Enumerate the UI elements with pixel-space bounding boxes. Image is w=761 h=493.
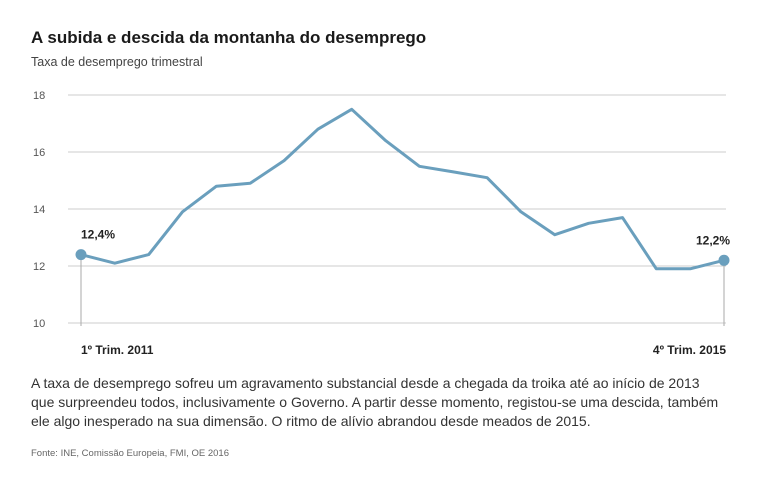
chart-subtitle: Taxa de desemprego trimestral: [31, 55, 203, 69]
x-start-label: 1º Trim. 2011: [81, 343, 154, 357]
source-note: Fonte: INE, Comissão Europeia, FMI, OE 2…: [31, 448, 230, 459]
y-tick-label-10: 10: [33, 318, 45, 330]
x-end-label: 4º Trim. 2015: [653, 343, 726, 357]
annotated-point-0: [75, 249, 87, 261]
y-tick-label-16: 16: [33, 147, 45, 159]
y-tick-label-18: 18: [33, 90, 45, 102]
chart-description: A taxa de desemprego sofreu um agravamen…: [31, 375, 719, 429]
annotation-label-19: 12,2%: [696, 233, 730, 247]
annotation-label-0: 12,4%: [81, 228, 115, 242]
y-tick-label-14: 14: [33, 204, 45, 216]
y-tick-label-12: 12: [33, 261, 45, 273]
chart-title: A subida e descida da montanha do desemp…: [31, 28, 427, 47]
unemployment-line: [79, 107, 726, 271]
annotated-point-19: [718, 254, 730, 266]
line-chart: 10 12 14 16 18 12,4% 12,2% 1º Trim. 2011 4º Trim…: [33, 90, 730, 357]
